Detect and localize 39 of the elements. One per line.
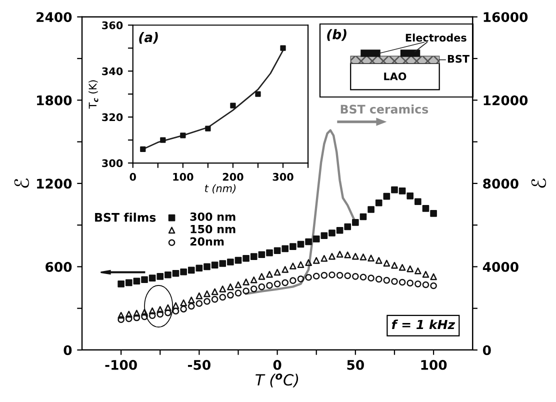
x-tick-label: 200 xyxy=(222,172,244,181)
legend-label: 20nm xyxy=(190,237,224,246)
y-axis-title: ℰ xyxy=(14,178,30,188)
annotation: BST ceramics xyxy=(340,104,428,114)
annotation: Electrodes xyxy=(406,34,466,42)
y2-tick-label: 12000 xyxy=(484,95,528,106)
y-axis-title: T$_{c}$ (K) xyxy=(88,80,98,109)
annotation: (a) xyxy=(139,32,158,44)
x-tick-label: -50 xyxy=(188,360,210,370)
y-tick-label: 600 xyxy=(46,262,72,272)
legend-label: 150 nm xyxy=(190,224,236,234)
y-tick-label: 340 xyxy=(102,67,123,76)
y-tick-label: 0 xyxy=(64,345,72,356)
x-tick-label: 100 xyxy=(173,172,194,181)
y-tick-label: 2400 xyxy=(36,12,72,22)
y2-tick-label: 4000 xyxy=(482,262,518,272)
x-tick-label: 50 xyxy=(347,360,364,370)
x-tick-label: 0 xyxy=(273,360,282,370)
y-tick-label: 1200 xyxy=(37,178,72,189)
legend-label: 300 nm xyxy=(190,212,236,221)
y-tick-label: 1800 xyxy=(37,95,72,106)
x-tick-label: 100 xyxy=(421,360,447,370)
x-axis-title: T ($^{o}$C) xyxy=(256,374,298,388)
y-tick-label: 320 xyxy=(102,113,123,122)
x-tick-label: 300 xyxy=(272,172,294,181)
x-axis-title: t (nm) xyxy=(204,184,236,194)
x-tick-label: -100 xyxy=(105,360,137,370)
annotation: f = 1 kHz xyxy=(392,320,456,330)
annotation: (b) xyxy=(327,29,346,41)
y2-tick-label: 8000 xyxy=(483,178,518,189)
y-tick-label: 300 xyxy=(102,159,123,168)
x-tick-label: 0 xyxy=(130,172,136,181)
y-tick-label: 360 xyxy=(102,21,123,30)
annotation: BST xyxy=(448,54,470,63)
y2-tick-label: 16000 xyxy=(484,12,528,22)
annotation: LAO xyxy=(384,72,406,80)
y2-tick-label: 0 xyxy=(482,345,491,356)
y2-axis-title: ℰ xyxy=(531,178,546,188)
legend-title: BST films xyxy=(95,212,156,222)
